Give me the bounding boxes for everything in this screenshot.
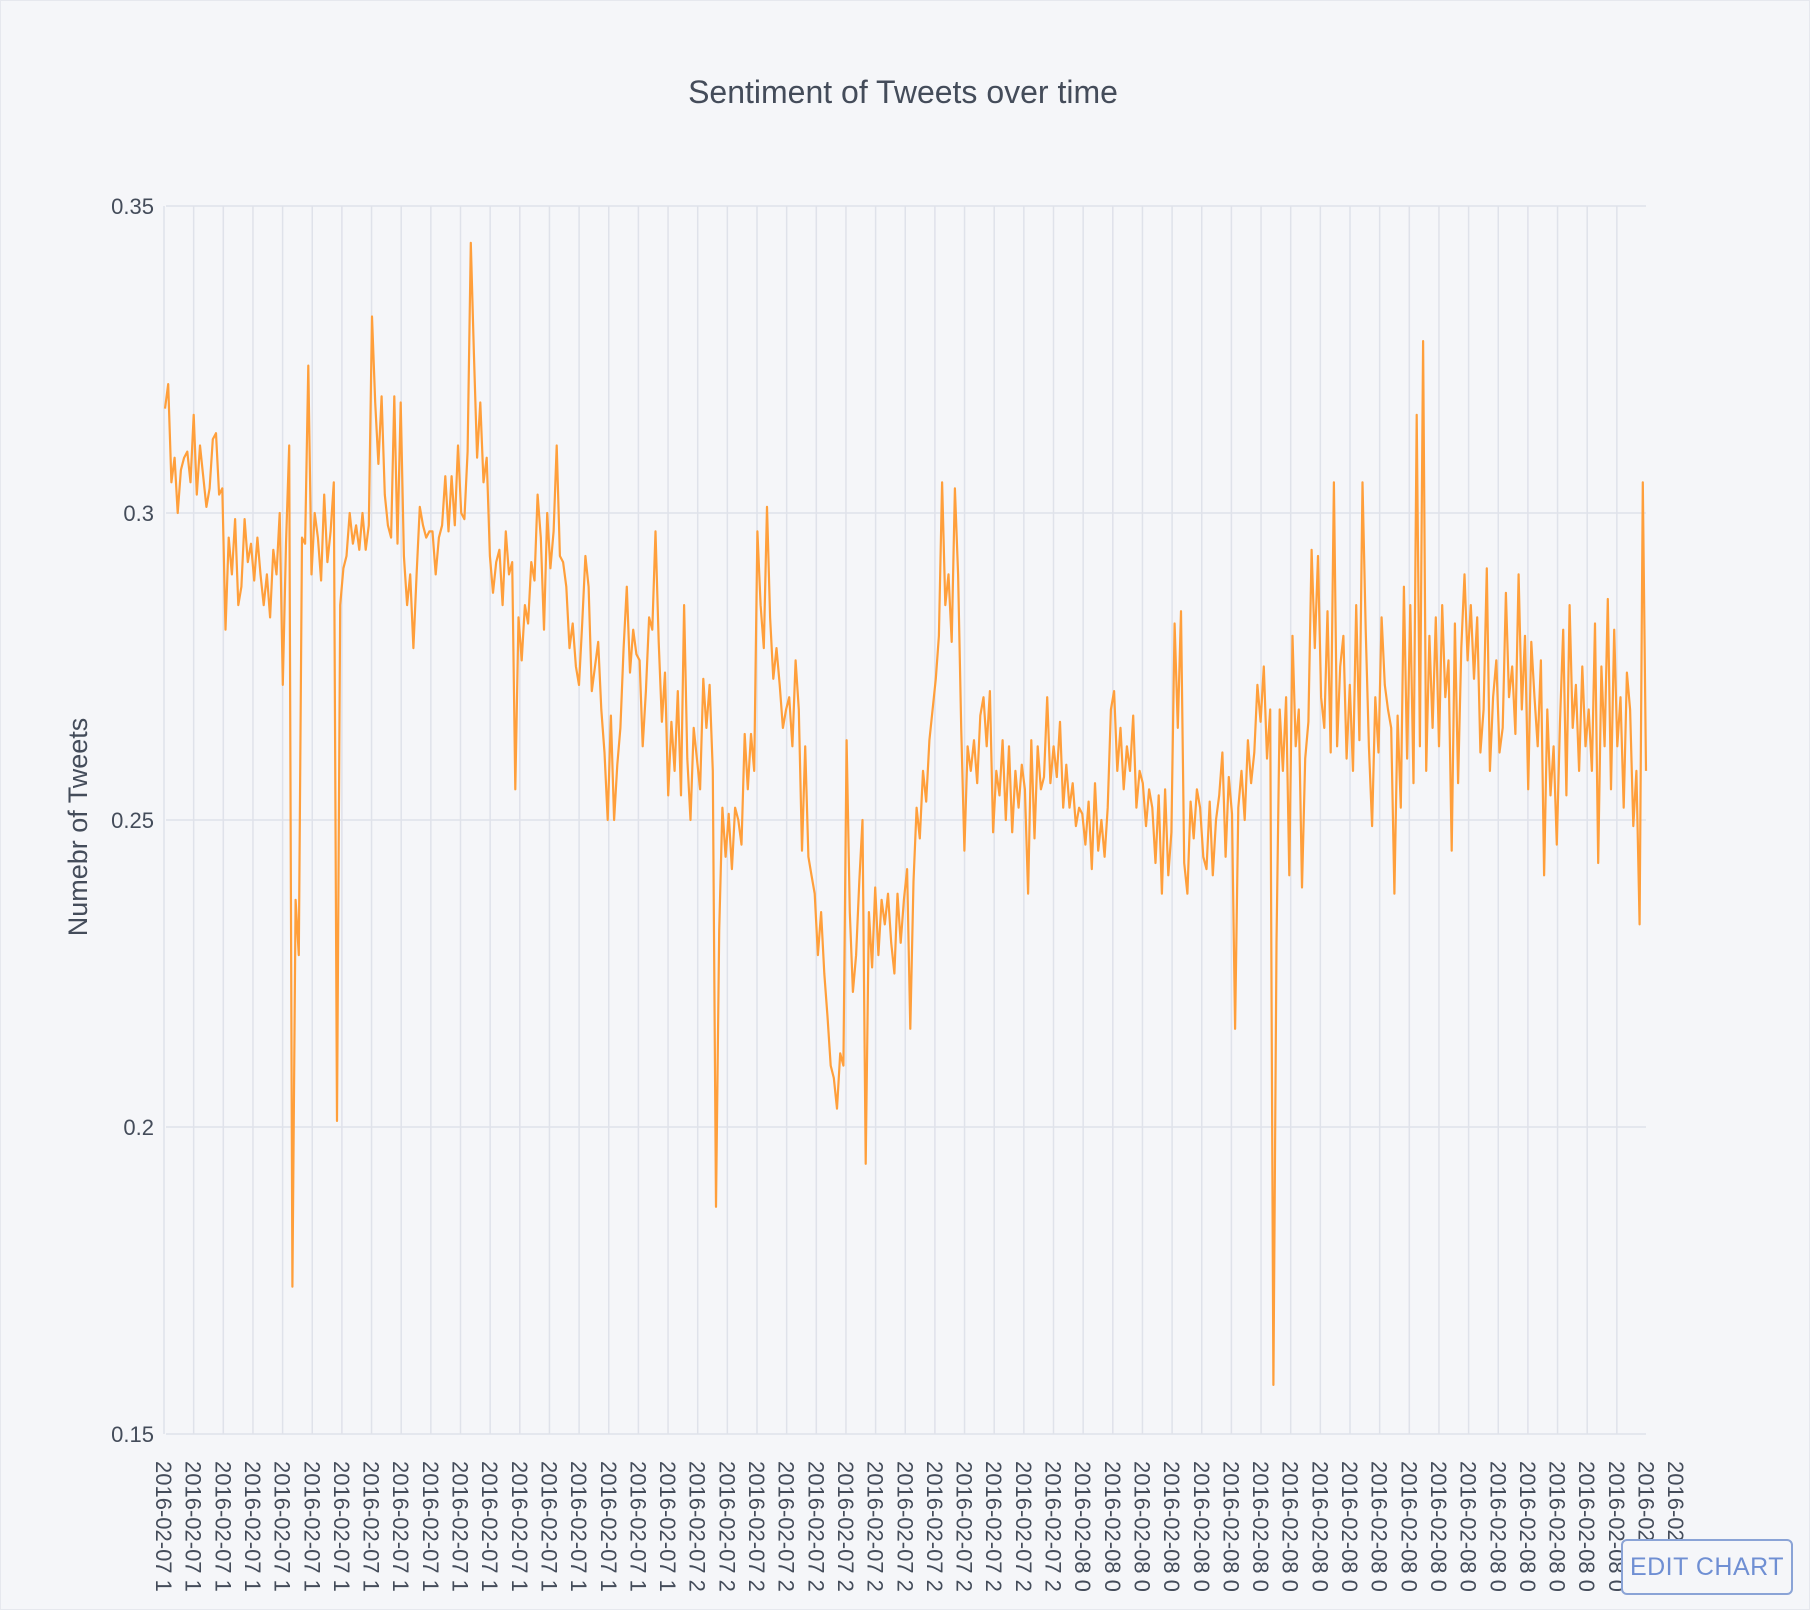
x-tick-label: 2016-02-07 1 (359, 1461, 384, 1592)
x-tick-label: 2016-02-07 2 (1041, 1461, 1066, 1592)
x-tick-label: 2016-02-07 2 (1011, 1461, 1036, 1592)
x-tick-label: 2016-02-08 0 (1218, 1461, 1243, 1592)
y-axis-ticks: 0.15 0.2 0.25 0.3 0.35 (111, 194, 154, 1447)
x-tick-label: 2016-02-08 0 (1426, 1461, 1451, 1592)
x-tick-label: 2016-02-08 0 (1159, 1461, 1184, 1592)
series-layer (163, 241, 1648, 1387)
edit-chart-button[interactable]: EDIT CHART (1621, 1539, 1793, 1595)
x-tick-label: 2016-02-07 1 (210, 1461, 235, 1592)
x-tick-label: 2016-02-07 2 (774, 1461, 799, 1592)
x-tick-label: 2016-02-08 0 (1367, 1461, 1392, 1592)
x-tick-label: 2016-02-07 1 (270, 1461, 295, 1592)
x-tick-label: 2016-02-07 1 (596, 1461, 621, 1592)
x-axis-ticks: 2016-02-07 1 2016-02-07 1 2016-02-07 1 2016… (151, 1461, 1688, 1592)
y-tick-label: 0.25 (111, 808, 154, 833)
y-gridlines (166, 205, 1646, 1435)
x-tick-label: 2016-02-07 1 (240, 1461, 265, 1592)
x-tick-label: 2016-02-08 0 (1129, 1461, 1154, 1592)
x-tick-label: 2016-02-07 1 (151, 1461, 176, 1592)
x-tick-label: 2016-02-07 1 (566, 1461, 591, 1592)
x-tick-label: 2016-02-07 1 (507, 1461, 532, 1592)
x-tick-label: 2016-02-08 0 (1574, 1461, 1599, 1592)
x-tick-label: 2016-02-07 1 (299, 1461, 324, 1592)
chart-title: Sentiment of Tweets over time (688, 74, 1118, 110)
y-tick-label: 0.35 (111, 194, 154, 219)
x-tick-label: 2016-02-08 0 (1545, 1461, 1570, 1592)
x-tick-label: 2016-02-08 0 (1515, 1461, 1540, 1592)
y-tick-label: 0.15 (111, 1422, 154, 1447)
x-tick-label: 2016-02-07 1 (388, 1461, 413, 1592)
x-tick-label: 2016-02-08 0 (1189, 1461, 1214, 1592)
x-tick-label: 2016-02-07 2 (685, 1461, 710, 1592)
y-tick-label: 0.2 (123, 1115, 154, 1140)
y-axis-title: Numebr of Tweets (63, 718, 93, 937)
x-tick-label: 2016-02-07 1 (655, 1461, 680, 1592)
x-tick-label: 2016-02- (1663, 1461, 1688, 1549)
x-tick-label: 2016-02-08 0 (1248, 1461, 1273, 1592)
y-tick-label: 0.3 (123, 501, 154, 526)
x-tick-label: 2016-02-07 1 (418, 1461, 443, 1592)
x-tick-label: 2016-02-07 1 (477, 1461, 502, 1592)
x-tick-label: 2016-02-08 0 (1307, 1461, 1332, 1592)
x-tick-label: 2016-02-08 0 (1278, 1461, 1303, 1592)
x-tick-label: 2016-02-08 0 (1456, 1461, 1481, 1592)
x-tick-label: 2016-02-07 2 (863, 1461, 888, 1592)
x-tick-label: 2016-02-07 1 (329, 1461, 354, 1592)
x-tick-label: 2016-02-07 2 (803, 1461, 828, 1592)
x-tick-label: 2016-02-07 2 (952, 1461, 977, 1592)
series-line (163, 241, 1648, 1387)
x-tick-label: 2016-02-07 1 (625, 1461, 650, 1592)
x-tick-label: 2016-02-07 1 (536, 1461, 561, 1592)
x-tick-label: 2016-02-07 2 (922, 1461, 947, 1592)
x-tick-label: 2016-02-07 1 (448, 1461, 473, 1592)
x-tick-label: 2016-02-08 0 (1485, 1461, 1510, 1592)
x-tick-label: 2016-02-07 2 (714, 1461, 739, 1592)
x-tick-label: 2016-02-07 2 (744, 1461, 769, 1592)
x-tick-label: 2016-02-07 2 (981, 1461, 1006, 1592)
x-tick-label: 2016-02-08 0 (1337, 1461, 1362, 1592)
x-tick-label: 2016-02-07 2 (833, 1461, 858, 1592)
x-tick-label: 2016-02-08 0 (1070, 1461, 1095, 1592)
x-tick-label: 2016-02-07 1 (181, 1461, 206, 1592)
x-tick-label: 2016-02-08 0 (1100, 1461, 1125, 1592)
x-tick-label: 2016-02-08 0 (1396, 1461, 1421, 1592)
x-tick-label: 2016-02-07 2 (892, 1461, 917, 1592)
